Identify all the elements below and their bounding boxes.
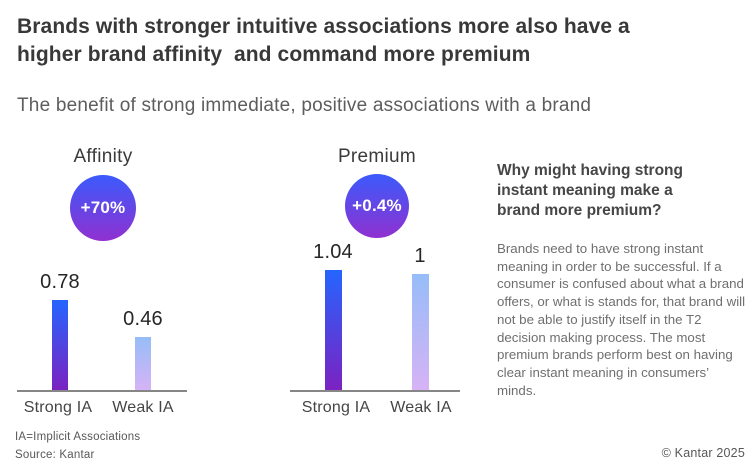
source-note: Source: Kantar (15, 449, 95, 461)
copyright: © Kantar 2025 (661, 446, 745, 460)
affinity-chart-title: Affinity (73, 146, 133, 167)
affinity-plot-area: 0.78 0.46 (17, 270, 187, 392)
bar-value-label: 0.78 (40, 271, 80, 293)
premium-chart-title: Premium (337, 146, 417, 167)
premium-uplift-value: +0.4% (352, 196, 402, 215)
affinity-strong-bar (52, 300, 68, 390)
affinity-weak-column: 0.46 (113, 308, 173, 390)
affinity-uplift-value: +70% (80, 198, 126, 217)
page-subtitle: The benefit of strong immediate, positiv… (17, 95, 592, 116)
premium-xlabel-weak: Weak IA (390, 399, 452, 416)
page-title-line2: higher brand affinity and command more p… (17, 43, 531, 66)
affinity-xlabel-weak: Weak IA (112, 399, 174, 416)
premium-xlabel-strong: Strong IA (301, 399, 371, 416)
side-panel-body: Brands need to have strong instant meani… (497, 241, 746, 398)
page-title: Brands with stronger intuitive associati… (17, 13, 732, 69)
page-title-line1: Brands with stronger intuitive associati… (17, 15, 630, 38)
affinity-uplift-badge: +70% (70, 175, 136, 241)
affinity-xlabel-strong: Strong IA (23, 399, 93, 416)
premium-strong-column: 1.04 (303, 241, 363, 390)
premium-strong-bar (324, 270, 342, 390)
premium-weak-bar (411, 274, 429, 390)
bar-value-label: 1 (414, 245, 426, 267)
side-panel-heading: Why might having strong instant meaning … (497, 162, 683, 219)
affinity-weak-bar (135, 337, 151, 390)
affinity-strong-column: 0.78 (30, 271, 90, 390)
premium-uplift-badge: +0.4% (345, 174, 409, 238)
premium-plot-area: 1.04 1 (290, 240, 460, 392)
premium-weak-column: 1 (390, 245, 450, 390)
footnote: IA=Implicit Associations (15, 431, 141, 443)
bar-value-label: 1.04 (313, 241, 353, 263)
bar-value-label: 0.46 (123, 308, 163, 330)
